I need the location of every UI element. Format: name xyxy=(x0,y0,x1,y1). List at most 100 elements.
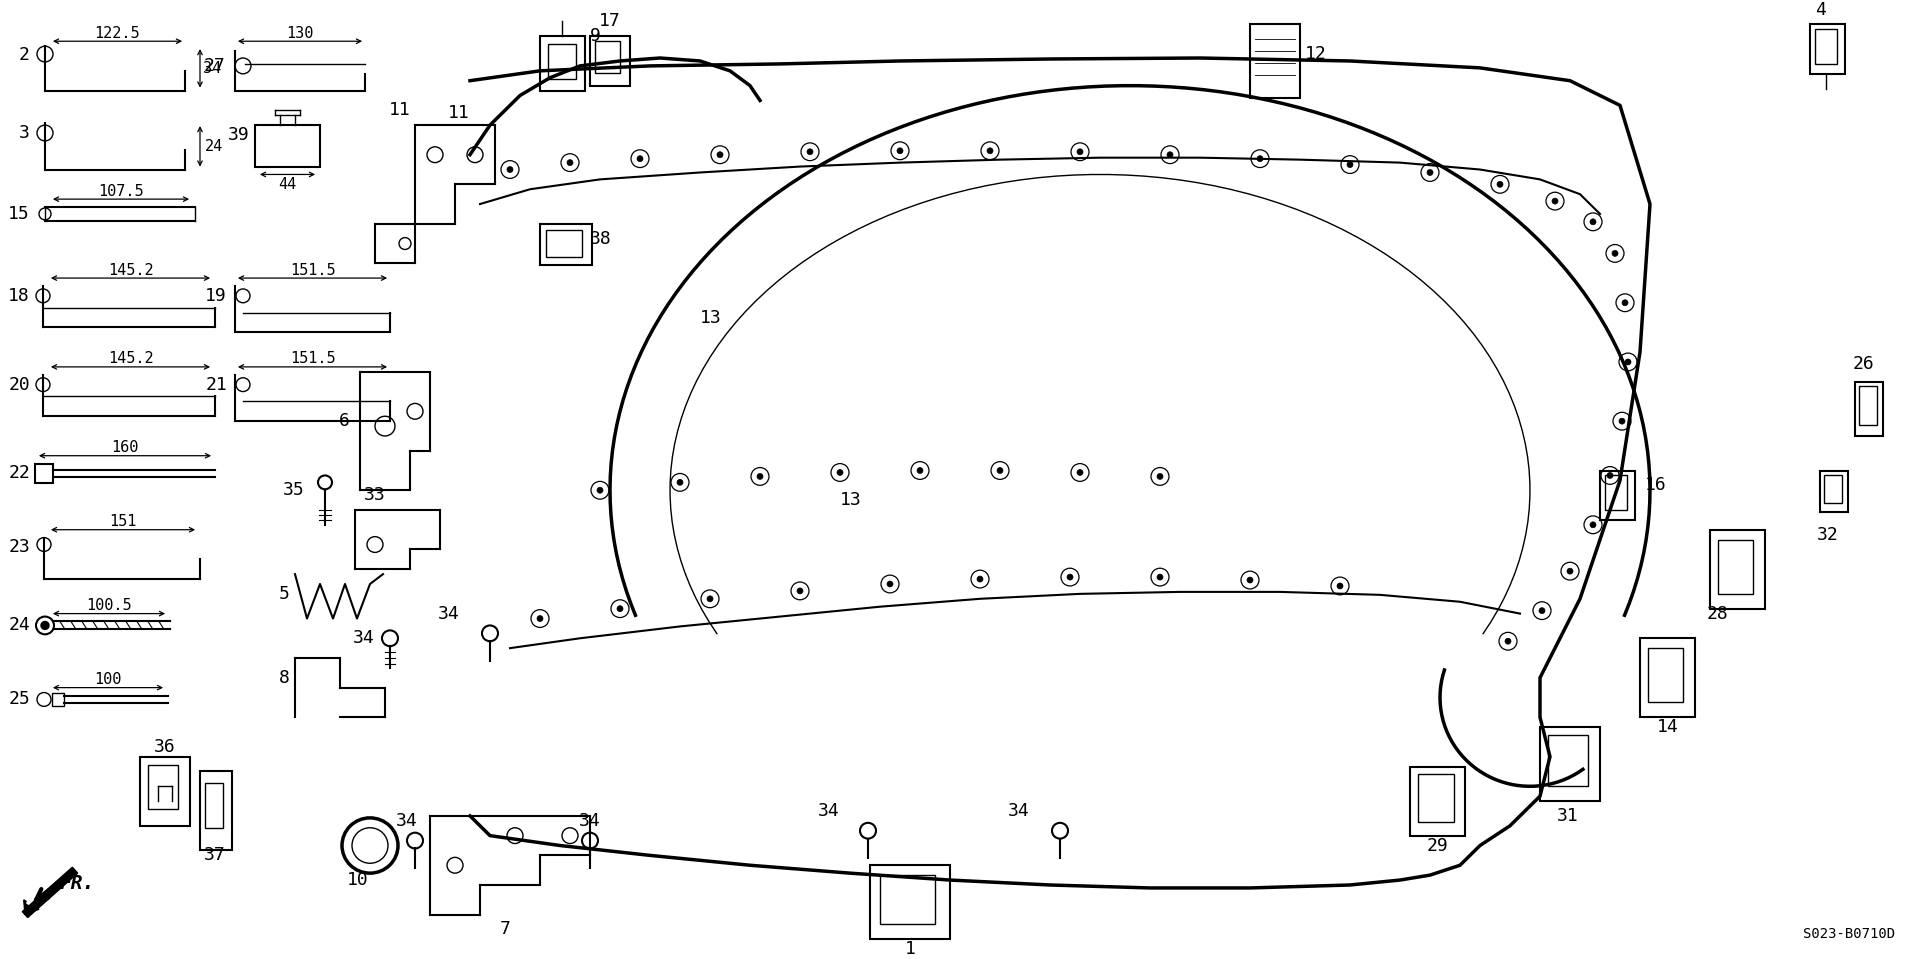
Text: 25: 25 xyxy=(8,690,31,709)
Text: 17: 17 xyxy=(599,12,620,31)
Text: 34: 34 xyxy=(396,812,419,830)
Bar xyxy=(1814,30,1837,64)
Text: 122.5: 122.5 xyxy=(94,26,140,41)
Text: 13: 13 xyxy=(841,491,862,509)
Text: 100: 100 xyxy=(94,672,121,688)
Bar xyxy=(148,764,179,809)
Text: 21: 21 xyxy=(205,376,227,393)
Circle shape xyxy=(797,588,803,594)
Circle shape xyxy=(806,149,812,154)
Text: 34: 34 xyxy=(204,60,221,76)
Circle shape xyxy=(40,621,50,629)
Bar xyxy=(1811,24,1845,74)
Bar xyxy=(200,771,232,851)
Text: 100.5: 100.5 xyxy=(86,598,132,613)
Text: 10: 10 xyxy=(348,871,369,889)
Text: 34: 34 xyxy=(580,812,601,830)
Text: S023-B0710D: S023-B0710D xyxy=(1803,927,1895,942)
Text: 34: 34 xyxy=(1008,802,1029,820)
Bar xyxy=(1647,648,1684,702)
Bar xyxy=(870,865,950,939)
Text: 151.5: 151.5 xyxy=(290,352,336,366)
Circle shape xyxy=(1427,170,1432,175)
Text: 33: 33 xyxy=(365,486,386,504)
Bar xyxy=(1640,639,1695,717)
Text: 36: 36 xyxy=(154,737,177,756)
Circle shape xyxy=(1498,181,1503,187)
Circle shape xyxy=(678,480,684,485)
Text: 15: 15 xyxy=(8,205,31,222)
Circle shape xyxy=(897,148,902,153)
Circle shape xyxy=(1607,473,1613,479)
Bar xyxy=(1409,766,1465,835)
Bar xyxy=(1711,529,1764,609)
Text: 20: 20 xyxy=(8,376,31,393)
Text: 18: 18 xyxy=(8,287,31,305)
Bar xyxy=(540,223,591,266)
Bar xyxy=(52,692,63,707)
Bar xyxy=(540,36,586,90)
Bar xyxy=(1250,24,1300,99)
Text: 130: 130 xyxy=(286,26,313,41)
Circle shape xyxy=(837,470,843,476)
Bar xyxy=(879,876,935,924)
Bar xyxy=(1820,471,1847,512)
Bar xyxy=(255,125,321,167)
Bar xyxy=(1855,382,1884,436)
Circle shape xyxy=(1622,300,1628,306)
Circle shape xyxy=(1540,608,1546,614)
Circle shape xyxy=(996,468,1002,474)
Text: 23: 23 xyxy=(8,539,31,556)
Text: 29: 29 xyxy=(1427,836,1450,854)
Circle shape xyxy=(1505,639,1511,644)
Circle shape xyxy=(1348,162,1354,168)
Circle shape xyxy=(597,487,603,493)
Circle shape xyxy=(566,159,572,166)
Bar xyxy=(1599,471,1636,520)
Text: 145.2: 145.2 xyxy=(108,263,154,278)
Circle shape xyxy=(987,148,993,153)
Text: 9: 9 xyxy=(589,27,601,45)
Circle shape xyxy=(1258,155,1263,162)
Text: 34: 34 xyxy=(353,629,374,647)
FancyArrow shape xyxy=(23,867,77,918)
Text: 151: 151 xyxy=(109,514,136,529)
Circle shape xyxy=(887,581,893,587)
Bar xyxy=(595,41,620,73)
Text: 34: 34 xyxy=(438,604,461,622)
Circle shape xyxy=(1158,574,1164,580)
FancyArrow shape xyxy=(23,900,38,915)
Bar xyxy=(1605,476,1626,510)
Bar xyxy=(140,757,190,826)
Circle shape xyxy=(1590,219,1596,224)
Circle shape xyxy=(507,167,513,173)
Text: 14: 14 xyxy=(1657,718,1678,737)
Circle shape xyxy=(1077,470,1083,476)
Text: 6: 6 xyxy=(340,412,349,431)
Text: 26: 26 xyxy=(1853,355,1874,373)
Text: 38: 38 xyxy=(589,229,612,247)
Circle shape xyxy=(1077,149,1083,154)
Circle shape xyxy=(1567,569,1572,574)
Text: 32: 32 xyxy=(1816,526,1839,544)
Circle shape xyxy=(538,616,543,621)
Text: 11: 11 xyxy=(390,102,411,119)
Circle shape xyxy=(1158,474,1164,480)
Text: 39: 39 xyxy=(228,126,250,144)
Bar xyxy=(35,463,54,483)
Circle shape xyxy=(1068,574,1073,580)
Text: 34: 34 xyxy=(818,802,841,820)
Text: 145.2: 145.2 xyxy=(108,352,154,366)
Bar xyxy=(1824,476,1841,503)
Text: 22: 22 xyxy=(8,464,31,482)
Circle shape xyxy=(918,468,924,474)
Circle shape xyxy=(1551,199,1557,204)
Bar xyxy=(205,784,223,828)
Text: 37: 37 xyxy=(204,847,227,864)
Bar xyxy=(1548,735,1588,786)
Circle shape xyxy=(1613,250,1619,256)
Bar xyxy=(589,36,630,85)
Bar xyxy=(547,44,576,79)
Text: 11: 11 xyxy=(447,105,470,122)
Text: 44: 44 xyxy=(278,176,296,192)
